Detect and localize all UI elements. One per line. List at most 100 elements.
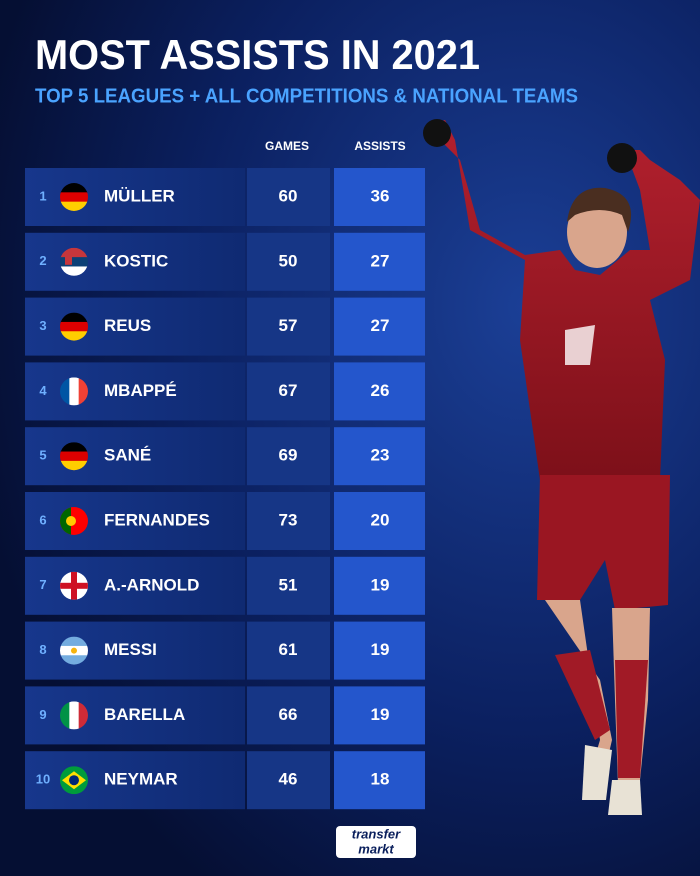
flag-part: [69, 775, 79, 786]
flag-part: [60, 183, 88, 193]
games: 46: [279, 770, 298, 789]
flag-part: [60, 442, 88, 453]
flag-shapes: [60, 312, 88, 341]
flag-part: [60, 460, 88, 471]
column-header: GAMES: [265, 139, 309, 153]
flag-part: [60, 701, 70, 730]
flag: [60, 701, 88, 730]
assists-cell: [334, 232, 425, 291]
assists-cell: [334, 556, 425, 615]
games: 57: [279, 316, 298, 335]
games: 66: [279, 705, 298, 724]
flag-part: [60, 636, 88, 647]
player-photo: [423, 119, 700, 815]
assists: 27: [371, 251, 390, 270]
games-cell: [247, 751, 330, 810]
flag-shapes: [60, 183, 88, 211]
assists: 20: [371, 510, 390, 529]
player-name: BARELLA: [104, 705, 185, 724]
assists-cell: [334, 427, 425, 486]
flag-part: [78, 701, 88, 730]
flag: [60, 571, 88, 600]
player-name: MBAPPÉ: [104, 381, 177, 400]
rank: 7: [39, 577, 46, 592]
player-name: MESSI: [104, 640, 157, 659]
player-name: MÜLLER: [104, 186, 175, 205]
rank: 10: [36, 772, 50, 787]
assists-cell: [334, 621, 425, 680]
assists: 19: [371, 705, 390, 724]
rank: 6: [39, 512, 46, 527]
flag-part: [71, 571, 77, 600]
flag-shapes: [60, 636, 88, 665]
flag-shapes: [60, 701, 88, 730]
assists-cell: [334, 168, 425, 226]
column-header: ASSISTS: [354, 139, 405, 153]
assists: 27: [371, 316, 390, 335]
rank: 8: [39, 642, 46, 657]
assists-cell: [334, 751, 425, 810]
player-name: NEYMAR: [104, 770, 178, 789]
flag-part: [60, 507, 71, 535]
assists: 18: [371, 770, 390, 789]
games-cell: [247, 362, 330, 421]
title: MOST ASSISTS IN 2021: [35, 31, 480, 78]
games: 73: [279, 510, 298, 529]
assists-cell: [334, 686, 425, 745]
logo-box: [336, 826, 416, 858]
flag-shapes: [60, 507, 88, 535]
assists: 36: [371, 186, 390, 205]
rank: 3: [39, 318, 46, 333]
flag: [60, 247, 88, 276]
games-cell: [247, 168, 330, 226]
logo-text: markt: [358, 841, 394, 856]
flag-part: [78, 377, 88, 406]
assists: 23: [371, 446, 390, 465]
flag: [60, 377, 88, 406]
flag-part: [60, 331, 88, 341]
flag: [60, 312, 88, 341]
flag-part: [60, 321, 88, 332]
games: 50: [279, 251, 298, 270]
games-cell: [247, 427, 330, 486]
flag-part: [60, 266, 88, 276]
flag-shapes: [60, 571, 88, 600]
flag-part: [60, 377, 70, 406]
flag-part: [60, 257, 88, 267]
games: 61: [279, 640, 298, 659]
games-cell: [247, 297, 330, 356]
subtitle: TOP 5 LEAGUES + ALL COMPETITIONS & NATIO…: [35, 85, 578, 107]
games-cell: [247, 492, 330, 550]
games-cell: [247, 621, 330, 680]
games-cell: [247, 686, 330, 745]
rank: 9: [39, 707, 46, 722]
games: 60: [279, 186, 298, 205]
flag-part: [60, 192, 88, 203]
flag-part: [71, 647, 77, 654]
flag: [60, 766, 88, 795]
flag-part: [60, 312, 88, 323]
flag-part: [60, 201, 88, 211]
flag-shapes: [60, 442, 88, 471]
flag: [60, 442, 88, 471]
player-name: SANÉ: [104, 446, 151, 465]
assists: 26: [371, 381, 390, 400]
rank: 5: [39, 448, 46, 463]
flag-part: [60, 451, 88, 462]
logo: transfer markt: [336, 826, 416, 858]
flag-part: [60, 247, 88, 258]
flag: [60, 636, 88, 665]
player-name: KOSTIC: [104, 251, 168, 270]
games: 67: [279, 381, 298, 400]
assists-cell: [334, 492, 425, 550]
assists: 19: [371, 640, 390, 659]
logo-text: transfer: [352, 826, 401, 841]
flag-shapes: [60, 377, 88, 406]
flag-part: [69, 701, 80, 730]
flag-part: [66, 516, 76, 526]
flag-part: [65, 254, 72, 265]
flag: [60, 183, 88, 211]
games-cell: [247, 232, 330, 291]
games: 51: [279, 575, 298, 594]
